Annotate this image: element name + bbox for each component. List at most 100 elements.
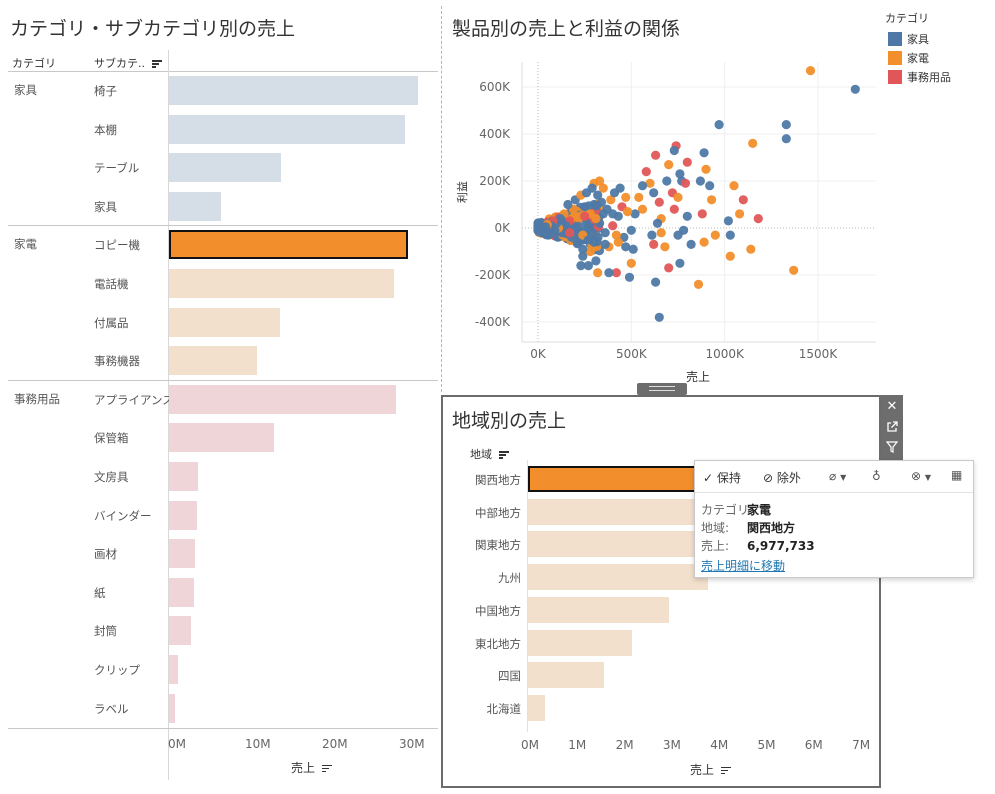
region-axis-title[interactable]: 売上 (690, 761, 731, 778)
scatter-point[interactable] (738, 195, 748, 205)
scatter-point[interactable] (669, 145, 679, 156)
subcategory-label[interactable]: 封筒 (94, 624, 117, 639)
scatter-point[interactable] (593, 190, 603, 200)
scatter-point[interactable] (535, 223, 545, 233)
subcategory-bar[interactable] (169, 76, 418, 105)
scatter-point[interactable] (656, 228, 666, 238)
scatter-point[interactable] (723, 216, 733, 226)
scatter-point[interactable] (615, 183, 625, 193)
scatter-point[interactable] (662, 176, 672, 186)
scatter-point[interactable] (621, 242, 631, 252)
scatter-point[interactable] (705, 181, 715, 191)
scatter-point[interactable] (623, 207, 633, 217)
scatter-point[interactable] (598, 183, 608, 193)
subcategory-bar[interactable] (169, 269, 394, 298)
scatter-point[interactable] (725, 251, 735, 261)
scatter-point[interactable] (608, 209, 618, 219)
scatter-point[interactable] (578, 251, 588, 261)
scatter-point[interactable] (563, 199, 573, 210)
scatter-point[interactable] (645, 178, 655, 188)
scatter-point[interactable] (581, 218, 592, 228)
subcategory-bar[interactable] (169, 693, 175, 723)
drill-link[interactable]: 売上明細に移動 (701, 559, 786, 573)
scatter-point[interactable] (593, 268, 603, 278)
subcategory-bar[interactable] (169, 423, 274, 453)
scatter-point[interactable] (699, 237, 709, 247)
region-label[interactable]: 関西地方 (475, 473, 521, 487)
view-data-button[interactable]: ▦ (951, 468, 962, 482)
scatter-point[interactable] (781, 120, 791, 130)
scatter-point[interactable] (682, 211, 692, 221)
group-members-button[interactable]: ⌀ ▼ (829, 469, 846, 483)
scatter-point[interactable] (611, 268, 621, 278)
scatter-point[interactable] (561, 221, 571, 231)
scatter-point[interactable] (699, 148, 709, 158)
legend-item[interactable]: 家具 (888, 28, 929, 46)
scatter-point[interactable] (753, 214, 763, 224)
region-label[interactable]: 四国 (498, 669, 521, 684)
scatter-point[interactable] (600, 239, 610, 249)
subcategory-label[interactable]: ラベル (94, 701, 129, 716)
scatter-point[interactable] (675, 169, 685, 179)
exclude-button[interactable]: ⊘ 除外 (763, 469, 801, 486)
scatter-point[interactable] (634, 192, 644, 202)
header-subcategory[interactable]: サブカテ.. (94, 55, 162, 71)
scatter-point[interactable] (580, 202, 590, 212)
scatter-point[interactable] (805, 66, 816, 76)
scatter-point[interactable] (600, 228, 610, 238)
scatter-point[interactable] (587, 228, 597, 238)
category-label[interactable]: 家具 (14, 83, 37, 97)
region-bar[interactable] (528, 662, 604, 689)
scatter-point[interactable] (695, 176, 705, 186)
subcategory-label[interactable]: 紙 (94, 585, 106, 600)
scatter-point[interactable] (789, 265, 799, 275)
scatter-point[interactable] (596, 197, 607, 207)
region-label[interactable]: 北海道 (486, 701, 522, 716)
scatter-point[interactable] (748, 138, 758, 148)
subcategory-label[interactable]: 事務機器 (94, 354, 140, 369)
left-axis-title[interactable]: 売上 (291, 759, 332, 776)
region-label[interactable]: 東北地方 (475, 636, 521, 651)
scatter-point[interactable] (637, 181, 648, 191)
scatter-point[interactable] (701, 164, 711, 174)
subcategory-label[interactable]: テーブル (94, 161, 140, 176)
scatter-point[interactable] (624, 272, 635, 282)
scatter-point[interactable] (707, 195, 717, 205)
scatter-point[interactable] (598, 209, 608, 219)
scatter-point[interactable] (725, 230, 735, 240)
scatter-point[interactable] (651, 150, 661, 160)
scatter-point[interactable] (660, 242, 670, 252)
scatter-point[interactable] (850, 84, 860, 94)
splitter-handle[interactable] (637, 383, 687, 395)
scatter-point[interactable] (591, 214, 601, 224)
scatter-point[interactable] (729, 181, 739, 191)
scatter-point[interactable] (578, 244, 588, 254)
region-label[interactable]: 中国地方 (475, 603, 521, 618)
header-category[interactable]: カテゴリ (12, 57, 56, 70)
scatter-point[interactable] (630, 209, 640, 219)
scatter-point[interactable] (604, 268, 614, 278)
scatter-point[interactable] (654, 197, 664, 207)
scatter-point[interactable] (686, 239, 696, 249)
popout-icon[interactable] (882, 417, 902, 437)
scatter-point[interactable] (628, 244, 638, 254)
category-label[interactable]: 事務用品 (14, 391, 60, 406)
scatter-point[interactable] (673, 192, 683, 202)
scatter-point[interactable] (585, 246, 595, 257)
subcategory-label[interactable]: 付属品 (94, 315, 129, 330)
keep-button[interactable]: ✓ 保持 (703, 469, 741, 486)
subcategory-label[interactable]: バインダー (94, 508, 152, 523)
subcategory-bar[interactable] (169, 462, 198, 491)
scatter-point[interactable] (583, 261, 593, 271)
region-header[interactable]: 地域 (470, 446, 509, 462)
sort-icon[interactable] (151, 60, 162, 68)
subcategory-bar[interactable] (169, 114, 405, 144)
subcategory-bar[interactable] (169, 539, 195, 569)
subcategory-bar[interactable] (169, 191, 221, 221)
subcategory-label[interactable]: 画材 (94, 547, 117, 562)
scatter-point[interactable] (576, 261, 586, 271)
subcategory-label[interactable]: アプライアンス (94, 392, 174, 407)
filter-icon[interactable] (882, 437, 902, 457)
scatter-point[interactable] (626, 258, 636, 268)
scatter-point[interactable] (673, 230, 683, 240)
